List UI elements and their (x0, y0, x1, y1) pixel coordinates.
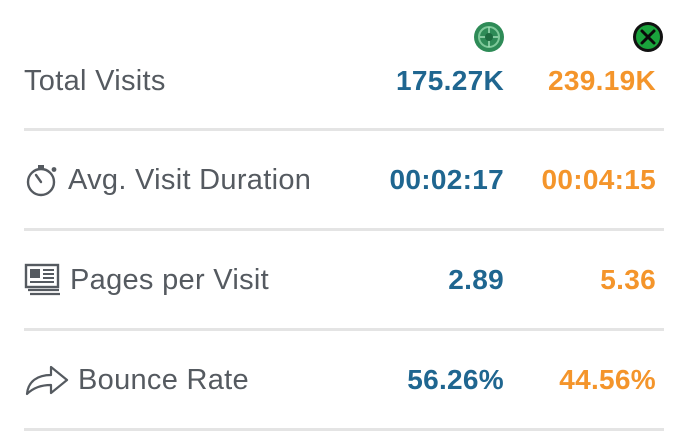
stopwatch-icon (24, 162, 60, 198)
metric-label: Total Visits (24, 65, 664, 98)
metric-value-site-a: 2.89 (448, 264, 504, 295)
metric-value-site-b: 00:04:15 (541, 164, 656, 195)
metric-label-text: Pages per Visit (70, 263, 270, 296)
divider (24, 428, 664, 431)
metric-label: Bounce Rate (24, 363, 664, 397)
metric-label: Avg. Visit Duration (24, 162, 664, 198)
green-globe-logo-icon (473, 21, 505, 53)
metric-row-avg-visit-duration: Avg. Visit Duration 00:02:17 00:04:15 (24, 145, 664, 215)
divider (24, 128, 664, 131)
metric-row-pages-per-visit: Pages per Visit 2.89 5.36 (24, 245, 664, 315)
metric-value-site-b: 44.56% (559, 364, 656, 395)
metric-label-text: Bounce Rate (78, 363, 249, 396)
green-x-logo-icon (632, 21, 664, 53)
metric-value-site-a: 56.26% (407, 364, 504, 395)
metric-value-site-a: 00:02:17 (389, 164, 504, 195)
pages-icon (24, 263, 62, 297)
metric-value-site-a: 175.27K (396, 65, 504, 96)
metric-row-bounce-rate: Bounce Rate 56.26% 44.56% (24, 345, 664, 415)
metric-row-total-visits: Total Visits 175.27K 239.19K (24, 46, 664, 116)
metric-value-site-b: 239.19K (548, 65, 656, 96)
metric-label-text: Total Visits (24, 64, 166, 97)
metric-value-site-b: 5.36 (600, 264, 656, 295)
share-arrow-icon (24, 363, 70, 397)
divider (24, 328, 664, 331)
metric-label-text: Avg. Visit Duration (68, 163, 312, 196)
divider (24, 228, 664, 231)
metric-label: Pages per Visit (24, 263, 664, 297)
